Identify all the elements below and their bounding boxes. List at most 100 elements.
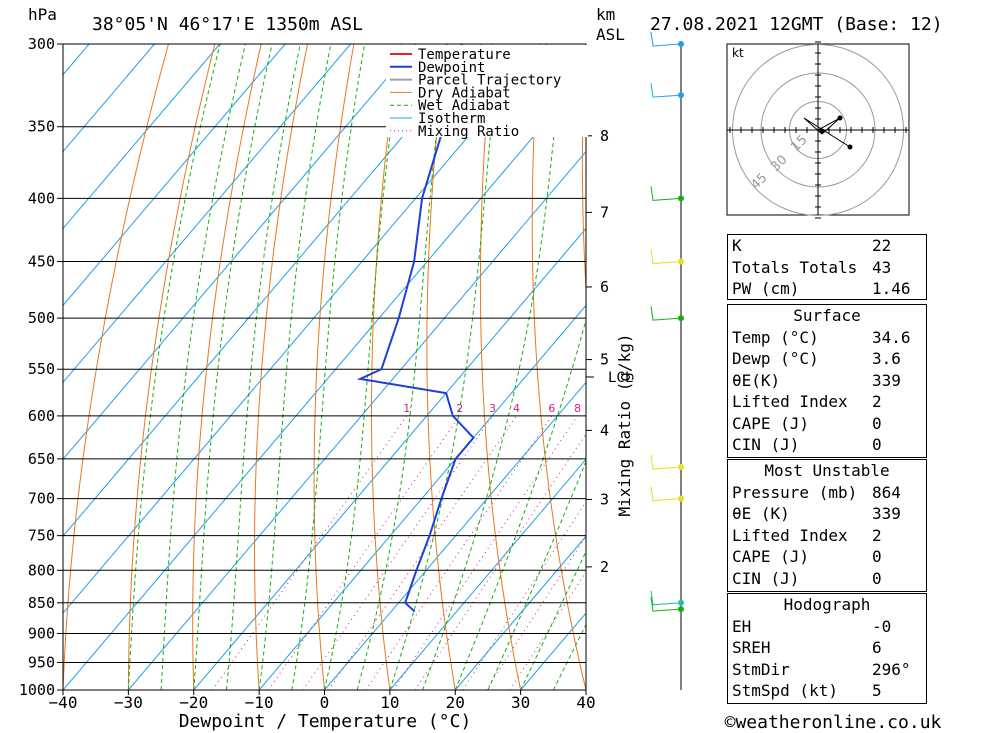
index-label: CIN (J) — [732, 435, 800, 454]
index-value: 34.6 — [872, 327, 911, 347]
isotherm-line — [258, 304, 586, 690]
x-axis-title: Dewpoint / Temperature (°C) — [179, 711, 472, 732]
index-row: Totals Totals 43 — [728, 257, 926, 279]
index-label: θE(K) — [732, 370, 781, 390]
index-label: PW (cm) — [732, 279, 800, 298]
index-value: 296° — [872, 659, 911, 679]
pressure-tick-label: 500 — [28, 309, 55, 327]
index-label: θE (K) — [732, 504, 790, 523]
wet-adiabat-line — [422, 44, 564, 690]
index-row: θE(K) 339 — [728, 370, 926, 392]
temperature-tick-label: 40 — [576, 693, 595, 712]
datetime-label: 27.08.2021 12GMT (Base: 12) — [650, 14, 943, 35]
wind-barb — [650, 486, 682, 502]
index-label: Totals Totals — [732, 257, 858, 277]
pressure-tick-label: 400 — [28, 189, 55, 207]
index-row: SREH 6 — [728, 637, 926, 659]
index-row: Lifted Index 2 — [728, 391, 926, 413]
temperature-tick-label: 20 — [446, 693, 465, 712]
index-row: CIN (J) 0 — [728, 568, 926, 590]
legend-label: Dewpoint — [418, 60, 485, 76]
mixing-ratio-tick-label: 4 — [513, 402, 520, 415]
pressure-tick-label: 650 — [28, 450, 55, 468]
isotherm-line — [389, 458, 586, 690]
index-value: 864 — [872, 482, 901, 502]
mixing-ratio-tick-label: 20 — [658, 402, 672, 415]
sounding-profiles: 1 2 3 4 6 8 10 16 20 25 — [356, 44, 694, 613]
index-label: Lifted Index — [732, 525, 848, 545]
index-label: Temp (°C) — [732, 327, 819, 347]
legend-label: Wet Adiabat — [418, 98, 511, 114]
index-row: EH -0 — [728, 616, 926, 638]
index-row: Temp (°C) 34.6 — [728, 327, 926, 349]
most-unstable-box: Most Unstable Pressure (mb) 864 θE (K) 339… — [727, 459, 927, 592]
index-value: -0 — [872, 616, 892, 636]
mixing-ratio-axis-title: Mixing Ratio (g/kg) — [615, 333, 634, 516]
wet-adiabat-line — [487, 460, 586, 690]
height-tick-label: 2 — [600, 558, 609, 576]
isotherm-line — [63, 44, 417, 461]
pressure-tick-label: 950 — [28, 653, 55, 671]
mixing-ratio-tick-label: 16 — [636, 402, 650, 415]
index-row: StmSpd (kt) 5 — [728, 680, 926, 702]
height-tick-label: 7 — [600, 203, 609, 221]
index-value: 0 — [872, 568, 882, 588]
pressure-tick-label: 600 — [28, 407, 55, 425]
wind-barb — [650, 590, 682, 606]
mixing-ratio-tick-label: 2 — [456, 402, 463, 415]
index-label: SREH — [732, 638, 771, 657]
index-label: Lifted Index — [732, 392, 848, 411]
index-row: Pressure (mb) 864 — [728, 482, 926, 504]
wet-adiabat-line — [520, 550, 586, 690]
height-tick-label: 6 — [600, 278, 609, 296]
index-label: CAPE (J) — [732, 413, 810, 433]
dry-adiabat-line — [370, 44, 401, 690]
isotherm-line — [63, 44, 286, 307]
hodograph-index-box: Hodograph EH -0 SREH 6 StmDir 296° StmSpd (… — [727, 593, 927, 704]
hodograph-point — [819, 128, 825, 134]
legend-label: Temperature — [418, 47, 511, 63]
temperature-tick-label: 30 — [511, 693, 530, 712]
wet-adiabat-line — [454, 317, 586, 690]
pressure-tick-label: 350 — [28, 118, 55, 136]
profile-dewpoint — [356, 44, 475, 613]
mixing-ratio-tick-label: 25 — [680, 402, 694, 415]
wind-barb — [650, 249, 682, 265]
legend-label: Mixing Ratio — [418, 124, 519, 140]
mixing-ratio-line — [302, 415, 493, 690]
isotherm-line — [63, 44, 548, 614]
mixing-ratio-tick-label: 8 — [574, 402, 581, 415]
isotherm-line — [193, 227, 586, 690]
isotherm-line — [127, 150, 586, 690]
surface-title: Surface — [793, 306, 861, 325]
index-label: Dewp (°C) — [732, 349, 819, 368]
index-row: Dewp (°C) 3.6 — [728, 348, 926, 370]
index-row: CAPE (J) 0 — [728, 413, 926, 435]
legend-label: Parcel Trajectory — [418, 73, 561, 89]
index-value: 0 — [872, 413, 882, 433]
indices-top-table: K 22 Totals Totals 43 PW (cm) 1.46 — [728, 235, 926, 300]
dry-adiabat-line — [479, 44, 522, 690]
index-value: 5 — [872, 681, 882, 700]
hodograph-point — [837, 115, 843, 121]
location-title: 38°05'N 46°17'E 1350m ASL — [92, 14, 363, 35]
isotherm-line — [454, 535, 586, 690]
isotherm-line — [63, 44, 351, 384]
asl-label: ASL — [596, 25, 625, 44]
footer-credit: ©weatheronline.co.uk — [725, 712, 942, 733]
index-value: 339 — [872, 370, 901, 390]
height-tick-label: 8 — [600, 127, 609, 145]
index-row: StmDir 296° — [728, 659, 926, 681]
index-value: 0 — [872, 435, 882, 454]
index-label: StmDir — [732, 659, 790, 679]
index-row: θE (K) 339 — [728, 503, 926, 525]
profile-temperature — [598, 44, 677, 612]
most-unstable-table: Most Unstable Pressure (mb) 864 θE (K) 339… — [728, 460, 926, 589]
mixing-ratio-line — [212, 415, 408, 690]
mixing-ratio-tick-label: 1 — [403, 402, 410, 415]
lcl-label: LCL — [608, 370, 633, 386]
legend-label: Dry Adiabat — [418, 85, 511, 101]
isotherm-line — [63, 73, 586, 690]
